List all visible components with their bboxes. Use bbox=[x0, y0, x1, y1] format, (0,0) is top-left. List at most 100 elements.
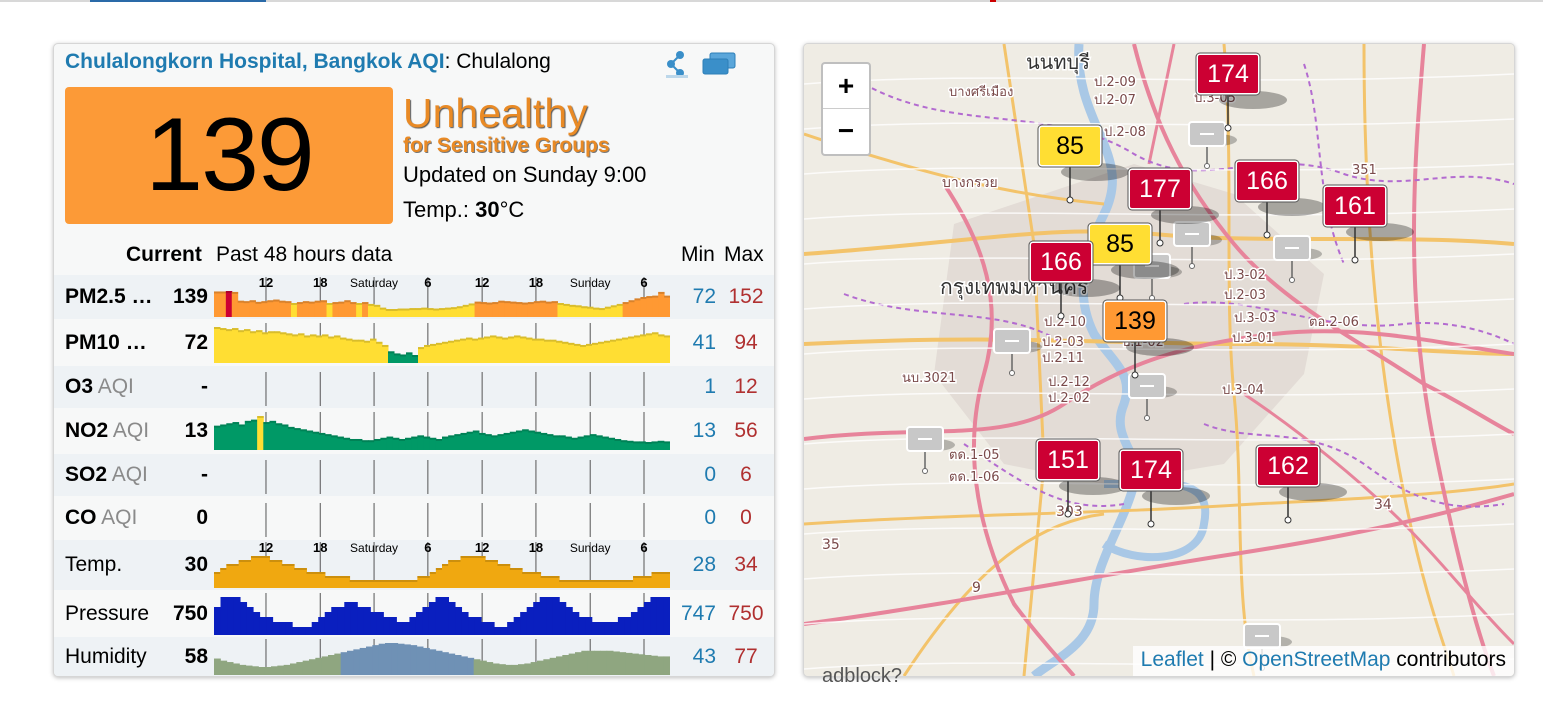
aqi-widget: Chulalongkorn Hospital, Bangkok AQI: Chu… bbox=[53, 43, 775, 677]
sparkline-bar bbox=[650, 597, 658, 635]
sparkline-bar bbox=[214, 607, 222, 635]
sparkline-humidity[interactable] bbox=[214, 639, 670, 675]
sparkline-bar-cap bbox=[250, 556, 258, 558]
sparkline-bar bbox=[298, 333, 305, 363]
sparkline-temp[interactable]: 12 18 Saturday 6 12 18 Sunday 6 bbox=[214, 542, 670, 588]
share-icon[interactable] bbox=[664, 50, 690, 78]
sparkline-bar bbox=[435, 597, 443, 635]
sparkline-bar bbox=[290, 663, 297, 675]
sparkline-bar-cap bbox=[571, 580, 579, 582]
sparkline-bar bbox=[429, 437, 437, 450]
zoom-control: + − bbox=[821, 62, 871, 156]
current-value: 750 bbox=[172, 602, 208, 625]
temp-unit: °C bbox=[499, 197, 525, 222]
sparkline-bar bbox=[591, 622, 599, 635]
sparkline-bar-cap bbox=[334, 335, 341, 338]
sparkline-bar-cap bbox=[622, 302, 630, 305]
aqi-station-marker[interactable]: 174 bbox=[1118, 448, 1210, 528]
sparkline-bar-cap bbox=[394, 353, 401, 356]
minor-road bbox=[804, 568, 1514, 580]
sparkline-bar bbox=[302, 301, 310, 317]
empty-station-marker[interactable] bbox=[1243, 623, 1292, 671]
aqi-station-marker[interactable]: 85 bbox=[1037, 124, 1129, 204]
empty-station-marker[interactable] bbox=[906, 426, 955, 474]
row-temp[interactable]: Temp. 30 28 34 12 18 Saturday 6 12 18 Sunday 6 bbox=[54, 540, 774, 590]
sparkline-bar bbox=[219, 291, 227, 317]
minor-road bbox=[804, 118, 1514, 130]
sparkline-bar bbox=[563, 303, 570, 317]
sparkline-bar bbox=[373, 304, 381, 317]
map-tiles[interactable]: นนทบุรีบางศรีเมืองบางกรวยกรุงเทพมหานครป.… bbox=[804, 44, 1514, 676]
empty-station-marker[interactable] bbox=[1173, 221, 1222, 269]
empty-station-marker[interactable] bbox=[1273, 235, 1322, 283]
sparkline-co[interactable] bbox=[214, 499, 670, 537]
sparkline-bar bbox=[359, 647, 367, 675]
marker-aqi-label: 162 bbox=[1267, 452, 1309, 480]
aqi-station-marker[interactable]: 166 bbox=[1028, 240, 1120, 320]
sparkline-o3[interactable] bbox=[214, 368, 670, 406]
empty-station-marker[interactable] bbox=[993, 328, 1042, 376]
sparkline-bar bbox=[485, 560, 492, 588]
max-value: 12 bbox=[734, 375, 758, 398]
sparkline-bar bbox=[386, 580, 394, 588]
aqi-station-marker[interactable]: 139 bbox=[1102, 299, 1194, 379]
aqi-station-marker[interactable]: 161 bbox=[1322, 184, 1414, 264]
sparkline-bar bbox=[328, 336, 335, 363]
row-co[interactable]: CO AQI 0 0 0 bbox=[54, 497, 774, 539]
sparkline-bar-cap bbox=[480, 302, 487, 305]
sparkline-bar-cap bbox=[349, 438, 357, 441]
sparkline-bar bbox=[433, 308, 440, 317]
sparkline-pressure[interactable] bbox=[214, 593, 670, 635]
sparkline-bar-cap bbox=[491, 560, 498, 562]
sparkline-so2[interactable] bbox=[214, 456, 670, 494]
windows-icon[interactable] bbox=[702, 52, 736, 76]
sparkline-bar bbox=[402, 622, 410, 635]
leaflet-link[interactable]: Leaflet bbox=[1140, 648, 1204, 671]
sparkline-bar-cap bbox=[442, 436, 449, 439]
sparkline-no2[interactable] bbox=[214, 412, 670, 450]
sparkline-bar bbox=[552, 435, 560, 450]
sparkline-pm25[interactable]: 12 18 Saturday 6 12 18 Sunday 6 bbox=[214, 277, 670, 317]
aqi-station-marker[interactable]: 151 bbox=[1035, 438, 1127, 518]
row-pm25[interactable]: PM2.5 … 139 72 152 12 18 Saturday 6 12 18 Sunday 6 bbox=[54, 275, 774, 319]
sparkline-bar bbox=[442, 564, 449, 588]
aqi-station-marker[interactable]: 177 bbox=[1127, 167, 1219, 247]
osm-link[interactable]: OpenStreetMap bbox=[1242, 648, 1391, 671]
row-no2[interactable]: NO2 AQI 13 13 56 bbox=[54, 410, 774, 452]
zoom-in-button[interactable]: + bbox=[823, 64, 869, 109]
sparkline-bar-cap bbox=[386, 580, 394, 582]
aqi-station-marker[interactable]: 85 bbox=[1087, 222, 1179, 302]
min-value: 747 bbox=[680, 602, 716, 625]
sparkline-bar bbox=[546, 576, 554, 588]
station-link[interactable]: Chulalongkorn Hospital, Bangkok AQI bbox=[65, 50, 445, 73]
sparkline-bar bbox=[460, 556, 468, 588]
aqi-station-marker[interactable]: 174 bbox=[1195, 52, 1287, 132]
map[interactable]: นนทบุรี บางศรีเมือง บางกรวย กรุงเทพมหานคร ป.… bbox=[803, 43, 1515, 677]
sparkline-bar bbox=[628, 300, 635, 317]
row-pm10[interactable]: PM10 … 72 41 94 bbox=[54, 321, 774, 365]
sparkline-bar bbox=[326, 303, 333, 317]
empty-station-marker[interactable] bbox=[1128, 373, 1177, 421]
row-so2[interactable]: SO2 AQI - 0 6 bbox=[54, 454, 774, 496]
aqi-station-marker[interactable]: 162 bbox=[1255, 444, 1347, 524]
zoom-out-button[interactable]: − bbox=[837, 115, 855, 146]
sparkline-bar bbox=[353, 649, 361, 675]
minor-road bbox=[804, 613, 1514, 625]
sparkline-bar-cap bbox=[557, 303, 564, 305]
sparkline-bar-cap bbox=[249, 300, 256, 303]
row-o3[interactable]: O3 AQI - 1 12 bbox=[54, 366, 774, 408]
sparkline-bar bbox=[544, 339, 551, 363]
empty-station-marker[interactable] bbox=[1188, 121, 1237, 169]
sparkline-bar bbox=[368, 440, 375, 450]
sparkline-bar-cap bbox=[589, 434, 597, 437]
sparkline-bar bbox=[358, 339, 365, 363]
row-label: CO AQI bbox=[65, 506, 137, 530]
sparkline-pm10[interactable] bbox=[214, 323, 670, 363]
sparkline-bar bbox=[644, 655, 652, 675]
aqi-station-marker[interactable]: 166 bbox=[1234, 159, 1326, 239]
sparkline-bar bbox=[568, 653, 576, 675]
row-humidity[interactable]: Humidity 58 43 77 bbox=[54, 637, 774, 676]
sparkline-bar-cap bbox=[539, 300, 547, 303]
row-pressure[interactable]: Pressure 750 747 750 bbox=[54, 591, 774, 637]
sparkline-bar bbox=[540, 576, 548, 588]
